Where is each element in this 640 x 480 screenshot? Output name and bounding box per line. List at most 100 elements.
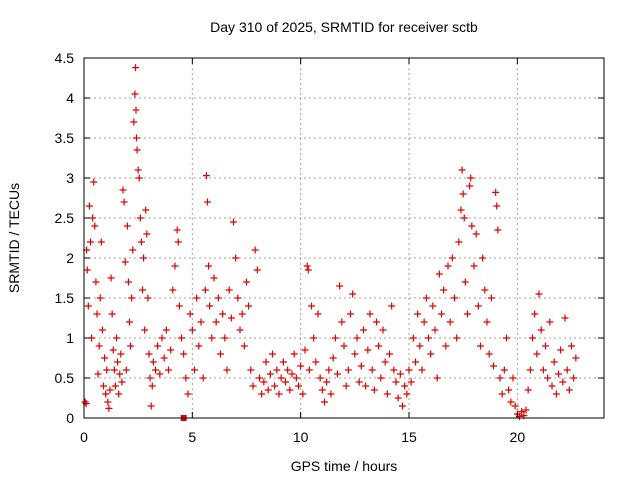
data-point: [212, 318, 220, 326]
data-point: [158, 334, 166, 342]
data-point: [467, 174, 475, 182]
y-tick-label: 4: [66, 90, 74, 106]
data-point: [145, 350, 153, 358]
data-point: [312, 358, 320, 366]
data-point: [474, 302, 482, 310]
data-point: [140, 254, 148, 262]
data-point: [524, 386, 532, 394]
data-point: [119, 186, 127, 194]
data-point: [154, 342, 162, 350]
data-point: [422, 294, 430, 302]
data-point: [494, 226, 502, 234]
data-point: [305, 366, 313, 374]
data-point: [292, 374, 300, 382]
data-point: [162, 326, 170, 334]
data-point: [83, 266, 91, 274]
x-tick-label: 15: [401, 429, 417, 445]
data-point: [251, 246, 259, 254]
data-point: [266, 370, 274, 378]
data-point: [127, 342, 135, 350]
data-point: [115, 390, 123, 398]
data-point: [334, 370, 341, 378]
data-point: [503, 334, 510, 342]
data-point: [304, 266, 312, 274]
data-point: [440, 286, 448, 294]
data-point: [141, 326, 149, 334]
data-point: [572, 354, 580, 362]
data-point: [110, 366, 118, 374]
data-point: [297, 362, 305, 370]
data-point: [444, 262, 452, 270]
data-point: [94, 370, 102, 378]
data-point: [260, 378, 268, 386]
data-point: [223, 366, 231, 374]
data-point: [555, 370, 562, 378]
data-point: [219, 310, 227, 318]
x-tick-label: 0: [80, 429, 88, 445]
data-point: [546, 318, 554, 326]
data-point: [81, 398, 89, 406]
y-tick-label: 0.5: [55, 370, 75, 386]
data-point: [109, 346, 117, 354]
data-point: [169, 286, 177, 294]
data-point: [201, 286, 209, 294]
data-point: [522, 406, 530, 414]
data-point: [186, 310, 194, 318]
data-point: [206, 302, 214, 310]
data-point: [101, 354, 109, 362]
data-point: [299, 390, 307, 398]
data-point: [457, 206, 465, 214]
data-point: [420, 318, 428, 326]
data-point: [167, 346, 175, 354]
data-point: [492, 188, 500, 196]
data-point: [113, 334, 120, 342]
data-point: [392, 378, 400, 386]
data-point: [275, 390, 283, 398]
data-point: [427, 350, 435, 358]
data-point: [202, 172, 210, 180]
x-tick-label: 5: [188, 429, 196, 445]
data-point: [468, 222, 476, 230]
data-point: [329, 354, 337, 362]
data-point: [105, 404, 113, 412]
data-point: [418, 366, 426, 374]
data-point: [433, 374, 441, 382]
data-point: [253, 266, 261, 274]
y-tick-label: 3.5: [55, 130, 75, 146]
data-point: [124, 278, 132, 286]
data-point: [132, 64, 140, 72]
data-point: [107, 274, 115, 282]
x-axis-label: GPS time / hours: [291, 458, 398, 474]
data-point: [559, 378, 567, 386]
data-point: [245, 302, 253, 310]
data-point: [355, 378, 363, 386]
data-point: [193, 294, 201, 302]
data-point: [191, 366, 198, 374]
data-point: [386, 350, 393, 358]
data-point: [431, 326, 439, 334]
data-point: [316, 374, 324, 382]
data-point: [362, 382, 370, 390]
data-point: [210, 274, 218, 282]
data-point: [148, 382, 156, 390]
data-point: [544, 374, 552, 382]
data-point: [509, 374, 517, 382]
data-point: [230, 218, 237, 226]
data-point: [295, 382, 302, 390]
data-point: [129, 246, 137, 254]
data-point: [84, 302, 92, 310]
data-point: [208, 334, 216, 342]
data-point: [483, 318, 491, 326]
data-point: [116, 370, 124, 378]
data-point: [550, 358, 558, 366]
data-point: [425, 334, 432, 342]
data-point: [310, 334, 318, 342]
data-point: [205, 262, 213, 270]
data-point: [552, 390, 560, 398]
data-point: [453, 334, 461, 342]
data-point: [370, 386, 378, 394]
data-point: [338, 318, 346, 326]
data-point: [301, 346, 309, 354]
data-point: [435, 270, 443, 278]
data-point: [286, 386, 294, 394]
